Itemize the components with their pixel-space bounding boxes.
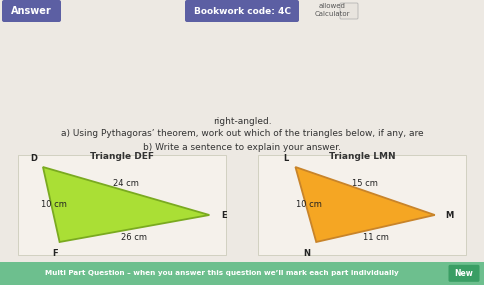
- Text: Triangle LMN: Triangle LMN: [329, 152, 395, 161]
- FancyBboxPatch shape: [340, 3, 358, 19]
- FancyBboxPatch shape: [449, 265, 480, 282]
- Text: 24 cm: 24 cm: [113, 178, 139, 188]
- Text: b) Write a sentence to explain your answer.: b) Write a sentence to explain your answ…: [143, 144, 341, 152]
- Text: M: M: [445, 211, 454, 219]
- Text: 10 cm: 10 cm: [296, 200, 322, 209]
- FancyBboxPatch shape: [185, 0, 299, 22]
- Bar: [18, 155, 226, 255]
- Text: right-angled.: right-angled.: [212, 117, 272, 125]
- Text: New: New: [454, 269, 473, 278]
- Polygon shape: [43, 167, 210, 242]
- FancyBboxPatch shape: [2, 0, 61, 22]
- Text: D: D: [30, 154, 37, 163]
- Text: Answer: Answer: [11, 6, 52, 16]
- Bar: [0, 262, 484, 285]
- Bar: [258, 155, 466, 255]
- Text: L: L: [283, 154, 288, 163]
- Text: F: F: [52, 249, 58, 258]
- Text: 11 cm: 11 cm: [363, 233, 389, 242]
- Polygon shape: [295, 167, 435, 242]
- Text: Bookwork code: 4C: Bookwork code: 4C: [194, 7, 290, 15]
- Text: E: E: [221, 211, 227, 219]
- Text: Triangle DEF: Triangle DEF: [90, 152, 154, 161]
- Text: a) Using Pythagoras’ theorem, work out which of the triangles below, if any, are: a) Using Pythagoras’ theorem, work out w…: [60, 129, 424, 139]
- Text: Multi Part Question – when you answer this question we’ll mark each part individ: Multi Part Question – when you answer th…: [45, 270, 399, 276]
- Text: 26 cm: 26 cm: [121, 233, 148, 242]
- Text: 10 cm: 10 cm: [41, 200, 67, 209]
- Text: N: N: [303, 249, 310, 258]
- Text: allowed: allowed: [318, 3, 346, 9]
- Text: Calculator: Calculator: [314, 11, 350, 17]
- Text: 15 cm: 15 cm: [352, 178, 378, 188]
